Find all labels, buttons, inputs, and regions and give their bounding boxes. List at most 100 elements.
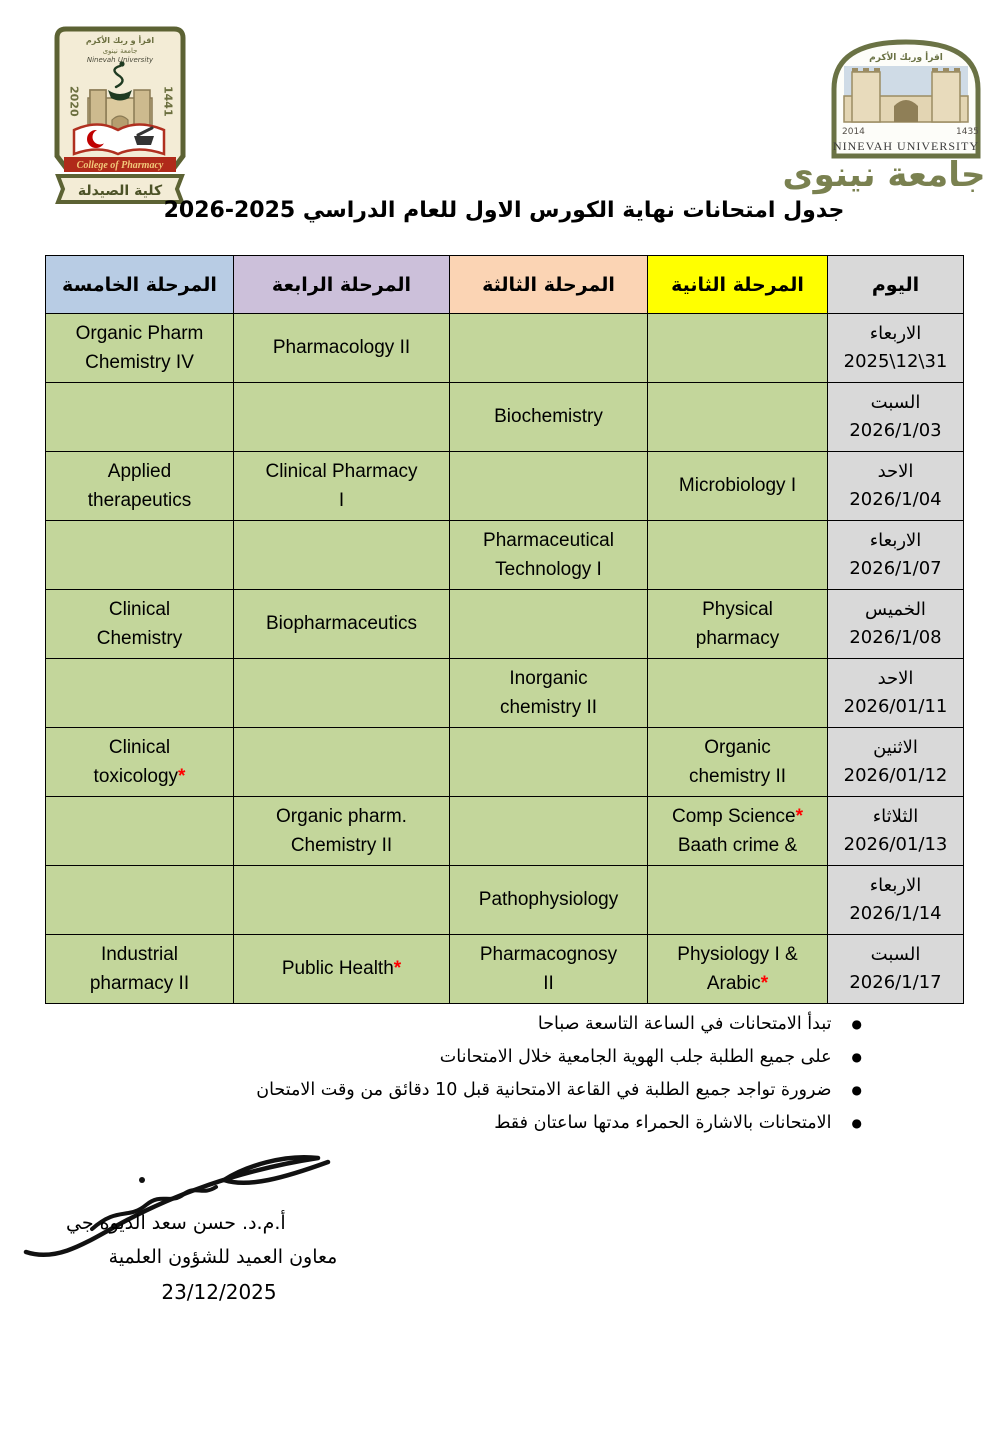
table-row: الاربعاء 2025\12\31 Pharmacology II Organic… (45, 313, 964, 383)
cell-day: الاربعاء 2026/1/07 (827, 520, 964, 590)
cell-day: الاثنين 2026/01/12 (827, 727, 964, 797)
note-item: ● تبدأ الامتحانات في الساعة التاسعة صباحا (256, 1008, 862, 1041)
table-row: الاربعاء 2026/1/07 Pharmaceutical Technolog… (45, 520, 964, 590)
table-row: السبت 2026/1/03 Biochemistry (45, 382, 964, 452)
cell-stage3: Pathophysiology (449, 865, 648, 935)
exam-date: 2026/1/14 (849, 903, 942, 924)
cell-stage5: Clinical toxicology* (45, 727, 234, 797)
cell-stage2 (647, 658, 828, 728)
cell-stage2: Physical pharmacy (647, 589, 828, 659)
cell-stage4 (233, 520, 450, 590)
cell-stage3: Pharmaceutical Technology I (449, 520, 648, 590)
cell-stage5: Industrial pharmacy II (45, 934, 234, 1004)
exam-schedule-table: اليوم المرحلة الثانية المرحلة الثالثة المرح… (45, 255, 964, 1004)
column-header-stage3: المرحلة الثالثة (449, 255, 648, 314)
cell-stage5: Applied therapeutics (45, 451, 234, 521)
red-asterisk: * (393, 958, 402, 980)
table-row: السبت 2026/1/17 Physiology I & Arabic* Pharm… (45, 934, 964, 1004)
cell-stage2 (647, 865, 828, 935)
note-item: ● على جميع الطلبة جلب الهوية الجامعية خلا… (256, 1041, 862, 1074)
cell-stage5 (45, 865, 234, 935)
day-name: السبت (870, 392, 921, 414)
cell-stage2: Microbiology I (647, 451, 828, 521)
exam-date: 2026/1/07 (849, 558, 942, 579)
cell-stage5 (45, 520, 234, 590)
day-name: الاربعاء (869, 875, 922, 897)
day-name: الاربعاء (869, 323, 922, 345)
red-asterisk: * (178, 766, 186, 787)
cell-stage3: Pharmacognosy II (449, 934, 648, 1004)
day-name: الثلاثاء (872, 806, 919, 828)
day-name: الاحد (877, 668, 914, 690)
open-book-icon (72, 123, 166, 156)
cell-stage3 (449, 589, 648, 659)
cell-stage4: Clinical Pharmacy I (233, 451, 450, 521)
college-ribbon (64, 157, 176, 172)
cell-stage3 (449, 451, 648, 521)
column-header-day: اليوم (827, 255, 964, 314)
notes-list: ● تبدأ الامتحانات في الساعة التاسعة صباحا… (256, 1008, 862, 1140)
cell-stage4 (233, 658, 450, 728)
signature-scrawl (23, 1155, 331, 1258)
exam-date: 2026/1/04 (849, 489, 942, 510)
cell-stage4: Organic pharm. Chemistry II (233, 796, 450, 866)
cell-stage4: Pharmacology II (233, 313, 450, 383)
ninevah-university-logo: اقرأ وربك الأكرم 2014 1435 NINEVAH UNIVE… (783, 39, 985, 195)
day-name: الخميس (865, 599, 926, 621)
gate-icon (843, 68, 969, 123)
cell-stage2 (647, 313, 828, 383)
university-en-text: NINEVAH UNIVERSITY (833, 139, 979, 153)
page-title: جدول امتحانات نهاية الكورس الاول للعام ا… (163, 198, 845, 223)
exam-date: 2026/01/11 (843, 696, 948, 717)
exam-date: 2026/1/17 (849, 972, 942, 993)
cell-stage5 (45, 658, 234, 728)
logo-year-gregorian: 2014 (842, 127, 865, 137)
cell-stage3: Biochemistry (449, 382, 648, 452)
cell-stage3 (449, 796, 648, 866)
bullet-icon: ● (851, 1083, 862, 1097)
cell-stage5 (45, 382, 234, 452)
note-text: تبدأ الامتحانات في الساعة التاسعة صباحا (537, 1014, 832, 1034)
cell-day: الاربعاء 2026/1/14 (827, 865, 964, 935)
note-text: الامتحانات بالاشارة الحمراء مدتها ساعتان… (494, 1113, 832, 1133)
cell-day: الاحد 2026/01/11 (827, 658, 964, 728)
cell-stage4: Public Health* (233, 934, 450, 1004)
cell-day: الاربعاء 2025\12\31 (827, 313, 964, 383)
cell-day: الثلاثاء 2026/01/13 (827, 796, 964, 866)
cell-stage2: Physiology I & Arabic* (647, 934, 828, 1004)
cell-stage4 (233, 382, 450, 452)
bullet-icon: ● (851, 1017, 862, 1031)
cell-day: الخميس 2026/1/08 (827, 589, 964, 659)
banner-shape (55, 174, 185, 204)
cell-stage2: Organic chemistry II (647, 727, 828, 797)
exam-date: 2026/01/13 (843, 834, 948, 855)
table-row: الخميس 2026/1/08 Physical pharmacy Biopharma… (45, 589, 964, 659)
cell-day: السبت 2026/1/03 (827, 382, 964, 452)
table-row: الاربعاء 2026/1/14 Pathophysiology (45, 865, 964, 935)
cell-stage2 (647, 382, 828, 452)
note-item: ● ضرورة تواجد جميع الطلبة في القاعة الامت… (256, 1074, 862, 1107)
college-en-text: College of Pharmacy (77, 160, 164, 171)
logo-motto-text: اقرأ وربك الأكرم (869, 51, 943, 63)
cell-stage4 (233, 727, 450, 797)
logo-university-en-text: Ninevah University (87, 56, 154, 64)
cell-stage5 (45, 796, 234, 866)
note-text: ضرورة تواجد جميع الطلبة في القاعة الامتح… (256, 1080, 832, 1100)
note-text: على جميع الطلبة جلب الهوية الجامعية خلال… (439, 1047, 832, 1067)
cell-stage2: Comp Science* Baath crime & (647, 796, 828, 866)
cell-stage2 (647, 520, 828, 590)
exam-date: 2026/1/03 (849, 420, 942, 441)
exam-date: 2025\12\31 (843, 351, 948, 372)
column-header-stage2: المرحلة الثانية (647, 255, 828, 314)
red-crescent-icon (87, 129, 108, 148)
table-row: الاحد 2026/01/11 Inorganic chemistry II (45, 658, 964, 728)
cell-stage4 (233, 865, 450, 935)
column-header-stage5: المرحلة الخامسة (45, 255, 234, 314)
cell-stage3: Inorganic chemistry II (449, 658, 648, 728)
logo-year-hijri: 1435 (956, 127, 979, 137)
exam-date: 2026/1/08 (849, 627, 942, 648)
cell-day: السبت 2026/1/17 (827, 934, 964, 1004)
signature-date: 23/12/2025 (161, 1280, 277, 1304)
cell-stage5: Clinical Chemistry (45, 589, 234, 659)
